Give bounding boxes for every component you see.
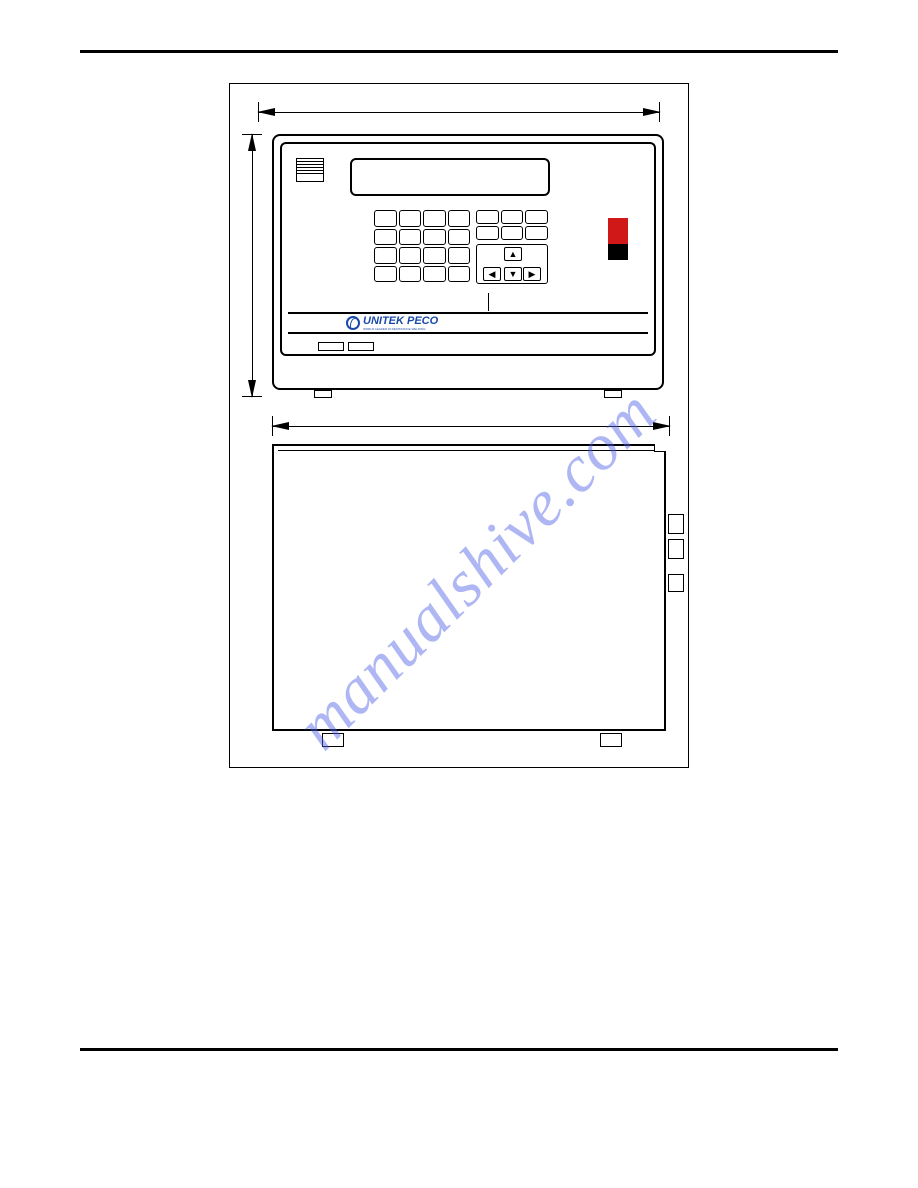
logo-bar: UNITEK PECO WORLD LEADER IN RESISTANCE W… — [288, 312, 648, 334]
rear-connector — [668, 514, 684, 534]
vent-grille — [296, 158, 324, 182]
brand-name: UNITEK PECO — [363, 316, 438, 327]
arrow-left-icon: ◀ — [483, 267, 501, 281]
foot — [314, 390, 332, 398]
front-panel: ▲ ▼ ◀ ▶ UNITEK PECO WORLD LEADER IN RESI… — [280, 142, 656, 356]
numeric-keypad — [374, 210, 470, 282]
rear-connector — [668, 539, 684, 559]
aux-button — [608, 244, 628, 260]
depth-dimension-top — [272, 426, 670, 427]
foot — [322, 733, 344, 747]
device-diagram: ▲ ▼ ◀ ▶ UNITEK PECO WORLD LEADER IN RESI… — [229, 83, 689, 768]
arrow-pad: ▲ ▼ ◀ ▶ — [476, 244, 548, 284]
width-dimension-front — [258, 112, 660, 113]
globe-icon — [346, 316, 360, 330]
arrow-up-icon: ▲ — [504, 247, 522, 261]
rear-connector — [668, 574, 684, 592]
brand-tagline: WORLD LEADER IN RESISTANCE WELDING — [363, 327, 438, 331]
arrow-down-icon: ▼ — [504, 267, 522, 281]
foot — [600, 733, 622, 747]
power-button — [608, 218, 628, 244]
top-body — [272, 444, 666, 731]
foot — [604, 390, 622, 398]
height-dimension-front — [252, 134, 253, 397]
front-ports — [318, 342, 374, 351]
function-keys — [476, 210, 548, 240]
arrow-right-icon: ▶ — [523, 267, 541, 281]
top-rule — [80, 50, 838, 53]
lcd-display — [350, 158, 550, 196]
bottom-rule — [80, 1048, 838, 1051]
device-top-view — [272, 444, 682, 745]
device-front-view: ▲ ▼ ◀ ▶ UNITEK PECO WORLD LEADER IN RESI… — [272, 134, 664, 390]
